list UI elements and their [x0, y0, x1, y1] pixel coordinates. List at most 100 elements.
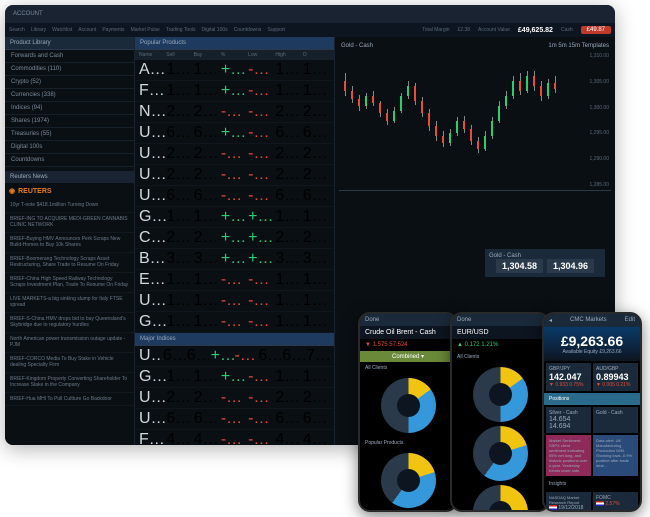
table-row[interactable]: USD/JPY106.919106.936-1.216-1.12%106.658…	[135, 291, 334, 312]
menu-market-pulse[interactable]: Market Pulse	[131, 27, 160, 33]
sidebar-item[interactable]: Currencies (338)	[5, 89, 134, 102]
news-item[interactable]: BRIEF-Hua MHI To Pull Cultture Go Backdo…	[5, 393, 134, 407]
sentiment-card[interactable]: Market Sentiment: SSPX client sentiment …	[546, 435, 591, 476]
news-item[interactable]: 10yr T-note $418.1million Turning Down	[5, 199, 134, 213]
table-row[interactable]: Bitcoin (USD)3,604.573,260.76+42.31+1.12…	[135, 249, 334, 270]
combined-tab[interactable]: Combined ▾	[360, 351, 456, 362]
menu-digital-100s[interactable]: Digital 100s	[202, 27, 228, 33]
margin-label: Total Margin	[422, 27, 449, 33]
table-row[interactable]: US 30 - Cash23,940.024,207.0-642.7-3.27%…	[135, 144, 334, 165]
chart-tool[interactable]: 15m	[568, 43, 581, 49]
news-item[interactable]: BRIEF-ING TO ACQUIRE MEDI-GREEN CANNABIS…	[5, 213, 134, 233]
table-row[interactable]: Facebook133.276133.420+25.87%-0.94%131.5…	[135, 81, 334, 102]
menu-library[interactable]: Library	[31, 27, 46, 33]
phone2-price: ▲ 0.172 1.21%	[452, 339, 548, 351]
phone2-title: EUR/USD	[452, 326, 548, 339]
sidebar-item[interactable]: Countdowns	[5, 154, 134, 167]
left-sidebar: Product Library Forwards and CashCommodi…	[5, 37, 135, 445]
table-row[interactable]: EUR/USD1.140741.14080-0.00572-0.40%1.130…	[135, 270, 334, 291]
us-flag-icon	[549, 505, 557, 510]
menu-countdowns[interactable]: Countdowns	[234, 27, 262, 33]
table-row[interactable]: US SPX 500 - Cash2,592.952,593.55-77.67-…	[135, 388, 334, 409]
table-row[interactable]: GBP/AUD1.796461.79679-0.00519-0.29%1.788…	[135, 312, 334, 333]
sidebar-item[interactable]: Digital 100s	[5, 141, 134, 154]
sidebar-item[interactable]: Crypto (52)	[5, 76, 134, 89]
phone2-donut-3	[473, 485, 528, 512]
phone1-donut-2	[381, 453, 436, 508]
silver-card[interactable]: Silver - Cash 14.654 14.694	[546, 407, 591, 433]
cash-button[interactable]: £49.87	[581, 26, 611, 34]
news-header: Reuters News	[5, 171, 134, 183]
positions-header[interactable]: Positions	[544, 393, 640, 405]
top-menubar: Search Library Watchlist Account Payments Mar…	[5, 23, 615, 37]
us-flag-icon-2	[596, 501, 604, 506]
table-row[interactable]: Copper - Cash269.428269.772+0.578+0.21%2…	[135, 228, 334, 249]
chart-tool[interactable]: 1m	[548, 43, 558, 49]
fomc-card[interactable]: FOMC 2.57%	[593, 492, 638, 512]
menu-search[interactable]: Search	[9, 27, 25, 33]
menu-trading-tools[interactable]: Trading Tools	[166, 27, 196, 33]
table-row[interactable]: Gold - Cash1,304.581,304.96+4.13+0.50%1,…	[135, 207, 334, 228]
news-item[interactable]: North American power transmission outage…	[5, 333, 134, 353]
product-library-header: Product Library	[5, 37, 134, 50]
phone2-donut-2	[473, 426, 528, 481]
account-label: ACCOUNT	[13, 11, 43, 17]
news-item[interactable]: LIVE MARKETS-a big sinking slump for Ita…	[5, 293, 134, 313]
phone2-donut-1	[473, 367, 528, 422]
all-clients-section: All Clients	[360, 362, 456, 374]
sidebar-item[interactable]: Commodities (110)	[5, 63, 134, 76]
margin-value: £2.38	[458, 27, 471, 33]
menu-payments[interactable]: Payments	[102, 27, 124, 33]
table-row[interactable]: Apple165.260165.350+17.14%-0.10%164.0816…	[135, 60, 334, 81]
news-item[interactable]: BRIEF-Kingdom Property Converting Shareh…	[5, 373, 134, 393]
back-button[interactable]: ◂	[549, 317, 552, 324]
middle-column: Popular Products NameSellBuy%LowHighO Ap…	[135, 37, 335, 445]
chart-title: Gold - Cash	[341, 43, 373, 49]
popular-products-header: Popular Products	[135, 37, 334, 50]
sidebar-item[interactable]: Forwards and Cash	[5, 50, 134, 63]
account-value: £49,625.82	[518, 27, 553, 34]
sidebar-item[interactable]: Indices (94)	[5, 102, 134, 115]
gold-card[interactable]: Gold - Cash	[593, 407, 638, 433]
menu-support[interactable]: Support	[267, 27, 285, 33]
table-row[interactable]: Netflix Inc267.580267.912-113.27%-5.27%2…	[135, 102, 334, 123]
reuters-brand: REUTERS	[5, 183, 134, 199]
news-item[interactable]: BRIEF-Buying HMV Announces Perk Scraps N…	[5, 233, 134, 253]
edit-button[interactable]: Edit	[625, 317, 635, 324]
phone1-price: ▼ 1.575 57.524	[360, 339, 456, 351]
news-item[interactable]: BRIEF-Boomerang Technology Scraps Asset …	[5, 253, 134, 273]
chart-tool[interactable]: Templates	[582, 43, 609, 49]
table-row[interactable]: US NDQ 100 - Cash6,558.656,562.37-179.35…	[135, 409, 334, 430]
cash-label: Cash	[561, 27, 573, 33]
audgbp-card[interactable]: AUD/GBP 0.89943 ▼ 0.005 0.21%	[593, 363, 638, 391]
table-row[interactable]: UK 100 - Cash6,888.56,889.5+6.6-0.84%6,8…	[135, 123, 334, 144]
sell-price[interactable]: 1,304.58	[496, 259, 543, 273]
data-alert-card[interactable]: Data alert: UK Manufacturing Production …	[593, 435, 638, 476]
phone1-title: Crude Oil Brent - Cash	[360, 326, 456, 339]
table-row[interactable]: US NDQ 100 - Cash6,558.636,560.12-179.34…	[135, 186, 334, 207]
sidebar-item[interactable]: Shares (1974)	[5, 115, 134, 128]
mobile-phone-1: Done Crude Oil Brent - Cash ▼ 1.575 57.5…	[358, 312, 458, 512]
cmc-brand: CMC Markets	[570, 317, 607, 324]
news-item[interactable]: BRIEF-CORCO Media To Buy Stake in Vehicl…	[5, 353, 134, 373]
menu-watchlist[interactable]: Watchlist	[52, 27, 72, 33]
table-row[interactable]: France 40 - Cash4,686.94,687.330-13.1-1.…	[135, 430, 334, 445]
news-item[interactable]: BRIEF-S-China HMV drops bid to buy Queen…	[5, 313, 134, 333]
nasdaq-card[interactable]: NASDAQ Market Research Report 19/12/2018	[546, 492, 591, 512]
menu-account[interactable]: Account	[78, 27, 96, 33]
account-value-label: Account Value	[478, 27, 510, 33]
table-row[interactable]: UK 100 - Cash6,888.56,889.4+6.35%-0.84%6…	[135, 346, 334, 367]
chart-tool[interactable]: 5m	[558, 43, 568, 49]
mobile-phone-3: ◂ CMC Markets Edit £9,263.66 Available E…	[542, 312, 642, 512]
gbpjpy-card[interactable]: GBP/JPY 142.047 ▼ 0.933 0.75%	[546, 363, 591, 391]
news-item[interactable]: BRIEF-China High Speed Railway Technolog…	[5, 273, 134, 293]
account-value-box: £9,263.66 Available Equity £9,263.66	[544, 327, 640, 361]
buy-price[interactable]: 1,304.96	[547, 259, 594, 273]
phone1-donut-1	[381, 378, 436, 433]
candlestick-chart[interactable]: 1,310.001,305.001,300.001,295.001,290.00…	[339, 51, 611, 191]
sidebar-item[interactable]: Treasuries (55)	[5, 128, 134, 141]
table-row[interactable]: US SPX 500 - Cash2,592.952,593.55-77.67-…	[135, 165, 334, 186]
done-button-2[interactable]: Done	[457, 317, 471, 323]
table-row[interactable]: Germany 30 - Cash19,541.019,537.94+39.4-…	[135, 367, 334, 388]
done-button[interactable]: Done	[365, 317, 379, 323]
